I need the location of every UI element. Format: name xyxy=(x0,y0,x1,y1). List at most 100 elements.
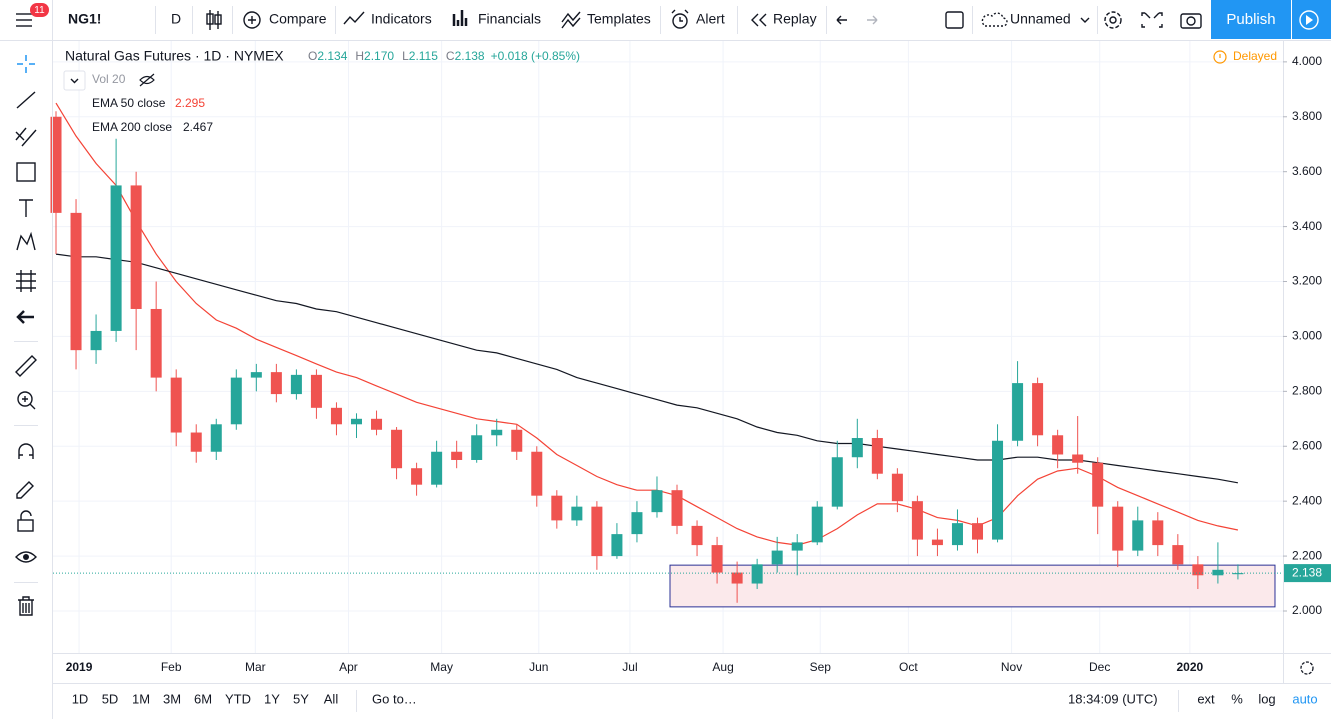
ohlc-value: 2.138 xyxy=(455,49,485,63)
snapshot-button[interactable] xyxy=(1180,13,1202,29)
shape-tool[interactable] xyxy=(16,162,36,182)
candle-body xyxy=(290,374,302,395)
symbol[interactable]: NG1! xyxy=(68,11,101,27)
visibility-icon xyxy=(23,554,29,560)
candle-body xyxy=(551,495,563,521)
goto-button[interactable]: Go to… xyxy=(372,691,417,706)
candle-body xyxy=(1072,454,1084,463)
ohlc-value: 2.134 xyxy=(317,49,347,63)
candle-body xyxy=(731,572,743,584)
crosshair-tool[interactable] xyxy=(17,55,35,73)
candle-body xyxy=(210,424,222,452)
volume-legend[interactable]: Vol 20 xyxy=(92,72,126,86)
interval[interactable]: D xyxy=(171,11,181,27)
x-tick-label: Apr xyxy=(339,660,358,674)
back-tool[interactable] xyxy=(16,310,34,324)
menu-button[interactable]: 11 xyxy=(16,3,49,27)
snapshot-icon xyxy=(1186,16,1196,26)
range-button[interactable]: YTD xyxy=(225,691,251,706)
candle-body xyxy=(310,374,322,408)
x-tick-label: Jun xyxy=(529,660,548,674)
candle-body xyxy=(751,564,763,584)
magnet-tool[interactable] xyxy=(18,443,34,459)
candle-body xyxy=(1012,383,1024,441)
last-price-tag xyxy=(1284,564,1331,583)
price-zone[interactable] xyxy=(669,564,1276,608)
scale-option[interactable]: % xyxy=(1231,691,1243,706)
indicators-button[interactable]: Indicators xyxy=(371,11,432,27)
financials-button[interactable]: Financials xyxy=(478,11,541,27)
candle-body xyxy=(491,429,503,436)
fullscreen-button[interactable] xyxy=(1141,12,1163,28)
y-tick-label: 3.400 xyxy=(1292,219,1322,233)
lock-tool[interactable] xyxy=(17,519,34,532)
candle-body xyxy=(691,525,703,546)
candle-body xyxy=(431,451,443,485)
stay-drawing-tool[interactable] xyxy=(16,481,34,499)
undo-button[interactable] xyxy=(836,15,847,25)
delete-tool[interactable] xyxy=(18,596,34,616)
candle-body xyxy=(391,429,403,469)
compare-button[interactable]: Compare xyxy=(269,11,327,27)
x-tick-label: Mar xyxy=(245,660,266,674)
scale-option[interactable]: log xyxy=(1258,691,1275,706)
settings-button[interactable] xyxy=(1104,11,1122,29)
replay-icon xyxy=(751,13,767,27)
chart-style-button[interactable] xyxy=(206,10,222,30)
y-tick-label: 3.000 xyxy=(1292,329,1322,343)
pattern-tool[interactable] xyxy=(16,231,36,251)
collapse-legend-button[interactable] xyxy=(63,70,86,91)
scale-option[interactable]: ext xyxy=(1197,691,1215,706)
layout-name[interactable]: Unnamed xyxy=(1010,11,1071,27)
alert-button[interactable]: Alert xyxy=(696,11,725,27)
templates-button[interactable]: Templates xyxy=(587,11,651,27)
range-button[interactable]: 1Y xyxy=(264,691,280,706)
zoom-tool[interactable] xyxy=(17,391,33,407)
range-button[interactable]: 5D xyxy=(102,691,119,706)
candle-body xyxy=(50,116,62,213)
candle-body xyxy=(1052,435,1064,455)
layout-button[interactable] xyxy=(945,11,964,29)
ruler-tool[interactable] xyxy=(15,355,37,377)
candle-body xyxy=(891,473,903,502)
play-icon xyxy=(1299,10,1319,30)
bottom-bar: Go to… 18:34:09 (UTC) 1D 5D 1M 3M 6M YTD 1Y 5Y A… xyxy=(72,690,1318,712)
prediction-tool[interactable] xyxy=(16,270,36,292)
candle-body xyxy=(571,506,583,521)
hidden-icon[interactable] xyxy=(139,73,155,87)
trendline-tool[interactable] xyxy=(16,91,36,109)
x-tick-label: Jul xyxy=(622,660,637,674)
range-button[interactable]: 3M xyxy=(163,691,181,706)
range-button[interactable]: All xyxy=(324,691,339,706)
visibility-tool[interactable] xyxy=(15,551,37,563)
range-button[interactable]: 1M xyxy=(132,691,150,706)
indicator-legend[interactable]: EMA 200 close xyxy=(92,120,172,134)
redo-button[interactable] xyxy=(867,15,878,25)
publish-button[interactable] xyxy=(1211,0,1291,39)
fib-tool[interactable] xyxy=(15,127,37,147)
layout-dropdown[interactable] xyxy=(1080,17,1090,23)
axis-settings-button[interactable] xyxy=(1300,661,1314,675)
change: +0.018 (+0.85%) xyxy=(491,49,580,63)
range-button[interactable]: 5Y xyxy=(293,691,309,706)
financials-icon xyxy=(452,10,468,26)
ohlc-values: O2.134 H2.170 L2.115 C2.138 +0.018 (+0.85%) xyxy=(308,49,580,63)
compare-icon xyxy=(243,11,261,29)
text-tool[interactable] xyxy=(19,199,33,217)
indicator-legend[interactable]: EMA 50 close xyxy=(92,96,166,110)
collapse-icon xyxy=(70,78,79,84)
candle-body xyxy=(110,185,122,331)
replay-button[interactable]: Replay xyxy=(773,11,817,27)
scale-option[interactable]: auto xyxy=(1292,691,1317,706)
plot xyxy=(50,102,1283,608)
y-tick-label: 2.200 xyxy=(1292,548,1322,562)
candle-body xyxy=(711,545,723,573)
candle-body xyxy=(791,542,803,551)
indicator-line xyxy=(55,253,1239,484)
range-button[interactable]: 6M xyxy=(194,691,212,706)
ohlc-label: O xyxy=(308,49,317,63)
candle-body xyxy=(871,438,883,474)
settings-icon xyxy=(1109,16,1117,24)
candle-body xyxy=(471,435,483,460)
range-button[interactable]: 1D xyxy=(72,691,89,706)
